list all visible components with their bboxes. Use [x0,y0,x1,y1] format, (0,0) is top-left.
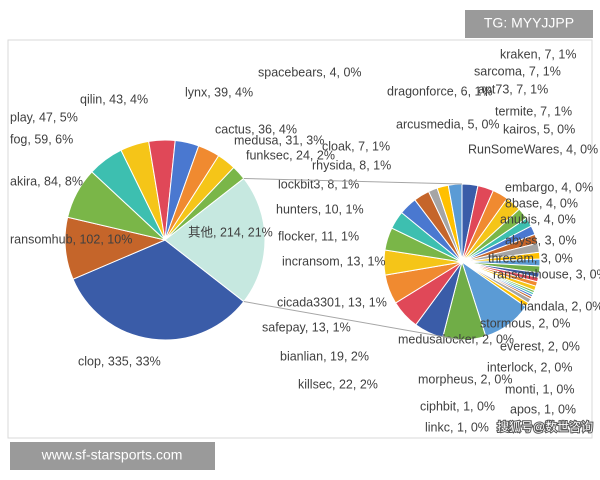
watermark: 搜狐号@数世咨询 [497,419,593,434]
data-label: 8base, 4, 0% [505,196,578,210]
data-label: safepay, 13, 1% [262,320,351,334]
data-label: bianlian, 19, 2% [280,349,369,363]
data-label: play, 47, 5% [10,110,78,124]
data-label: ransomhub, 102, 10% [10,232,132,246]
data-label: medusa, 31, 3% [234,133,324,147]
data-label: cloak, 7, 1% [322,139,390,153]
connector [243,301,463,341]
data-label: incransom, 13, 1% [282,254,386,268]
data-label: funksec, 24, 2% [246,148,335,162]
data-label: cicada3301, 13, 1% [277,295,387,309]
data-label: anubis, 4, 0% [500,212,576,226]
data-label: embargo, 4, 0% [505,180,593,194]
data-label: fog, 59, 6% [10,132,73,146]
data-label: kairos, 5, 0% [503,122,575,136]
data-label: everest, 2, 0% [500,339,580,353]
data-label: lynx, 39, 4% [185,85,253,99]
data-label: sarcoma, 7, 1% [474,64,561,78]
data-label: threeam, 3, 0% [488,251,573,265]
data-label: ciphbit, 1, 0% [420,399,495,413]
data-label: dragonforce, 6, 1% [387,84,493,98]
data-label: 其他, 214, 21% [188,225,273,239]
data-label: ransomhouse, 3, 0% [493,267,600,281]
data-label: apt73, 7, 1% [478,82,548,96]
data-label: kraken, 7, 1% [500,47,576,61]
data-label: abyss, 3, 0% [505,233,577,247]
data-label: arcusmedia, 5, 0% [396,117,500,131]
data-label: stormous, 2, 0% [480,316,570,330]
pie-slice [72,239,245,341]
data-label: termite, 7, 1% [495,104,572,118]
data-label: morpheus, 2, 0% [418,372,513,386]
data-label: killsec, 22, 2% [298,377,378,391]
watermark-box [465,10,593,38]
connector [243,177,463,185]
watermark: www.sf-starsports.com [41,447,183,463]
marks: clop, 335, 33% ransomhub, 102, 10% akira, … [10,47,600,434]
data-label: clop, 335, 33% [78,354,161,368]
data-label: handala, 2, 0% [520,299,600,313]
data-label: RunSomeWares, 4, 0% [468,142,598,156]
data-label: flocker, 11, 1% [278,229,359,243]
pie-slice [164,177,266,303]
data-label: linkc, 1, 0% [425,420,489,434]
watermark-box [10,442,215,470]
data-label: cactus, 36, 4% [215,122,297,136]
data-label: qilin, 43, 4% [80,92,148,106]
data-label: rhysida, 8, 1% [312,158,391,172]
data-label: akira, 84, 8% [10,174,83,188]
data-label: interlock, 2, 0% [487,360,572,374]
data-label: apos, 1, 0% [510,402,576,416]
data-label: spacebears, 4, 0% [258,65,362,79]
watermark: TG: MYYJJPP [484,15,574,31]
data-label: monti, 1, 0% [505,382,574,396]
data-label: hunters, 10, 1% [276,202,364,216]
